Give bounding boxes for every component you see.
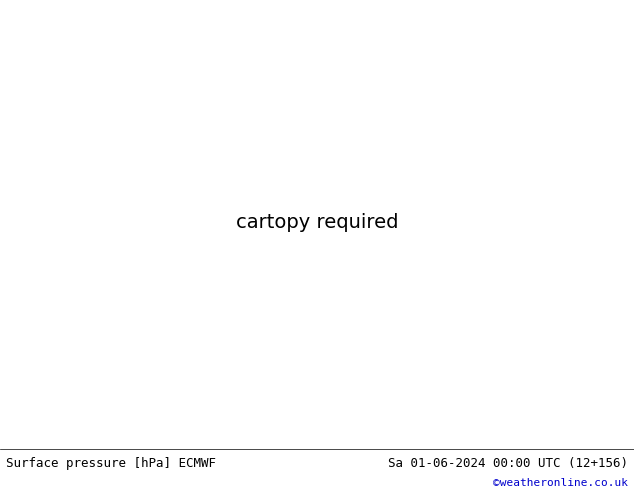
Text: Surface pressure [hPa] ECMWF: Surface pressure [hPa] ECMWF bbox=[6, 457, 216, 470]
Text: cartopy required: cartopy required bbox=[236, 214, 398, 232]
Text: ©weatheronline.co.uk: ©weatheronline.co.uk bbox=[493, 478, 628, 488]
Text: Sa 01-06-2024 00:00 UTC (12+156): Sa 01-06-2024 00:00 UTC (12+156) bbox=[387, 457, 628, 470]
